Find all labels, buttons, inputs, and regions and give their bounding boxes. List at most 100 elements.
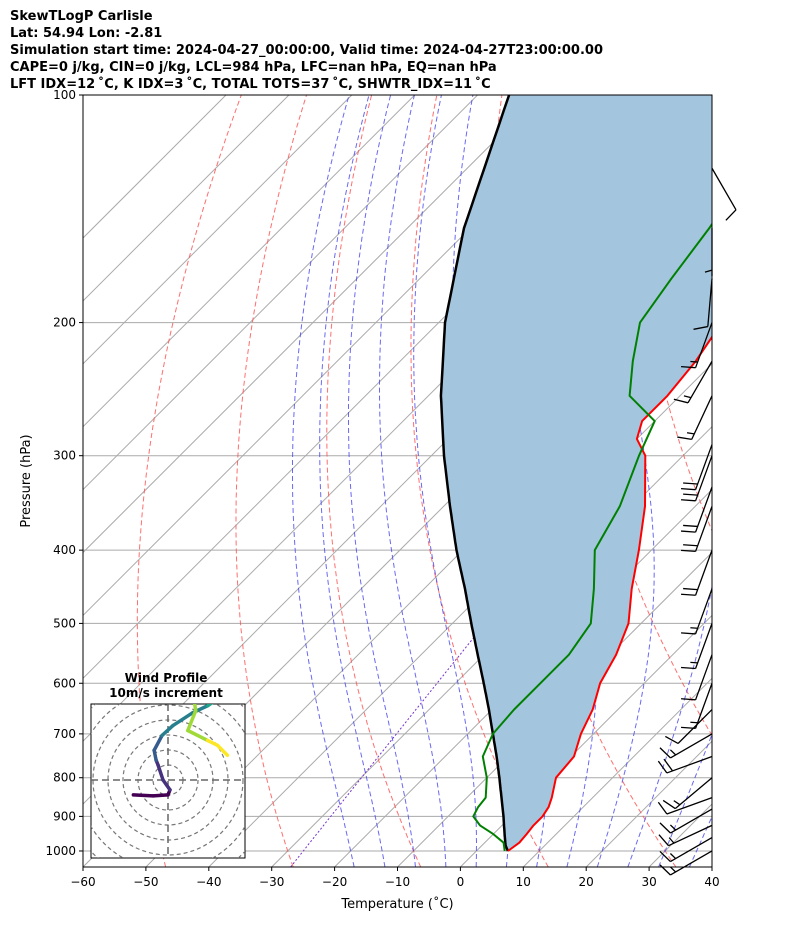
profile-lines (439, 95, 712, 852)
y-tick-label: 400 (53, 543, 76, 557)
isotherm-line (83, 95, 416, 428)
wind-barb (665, 709, 713, 745)
hodograph-segment (198, 651, 213, 671)
moist-adiabat (627, 95, 712, 867)
wind-barb (662, 777, 713, 810)
x-tick-label: 30 (641, 875, 656, 889)
y-axis-title: Pressure (hPa) (19, 434, 34, 527)
wind-barb (681, 654, 713, 701)
isotherm-line (83, 95, 478, 491)
isotherm-line (271, 425, 712, 867)
chart-title-block: SkewTLogP Carlisle Lat: 54.94 Lon: -2.81… (10, 8, 603, 93)
dry-adiabat (235, 95, 307, 867)
hodograph-segment (205, 738, 220, 748)
wind-barb (681, 588, 713, 635)
isotherm-line (775, 95, 794, 867)
wind-barb (681, 444, 713, 491)
wind-barb (681, 549, 713, 596)
y-tick-label: 200 (53, 316, 76, 330)
wind-barb (657, 797, 713, 815)
x-tick-label: −40 (196, 875, 221, 889)
x-tick-label: −60 (70, 875, 95, 889)
wind-barb (659, 837, 713, 863)
y-tick-label: 800 (53, 771, 76, 785)
title-line-indices: LFT IDX=12 ˚C, K IDX=3 ˚C, TOTAL TOTS=37… (10, 77, 491, 92)
wind-barb (677, 395, 713, 440)
hodograph-segment (156, 763, 165, 782)
temperature-profile-line (507, 335, 712, 852)
dry-adiabat (326, 95, 422, 867)
cape-shading (440, 95, 712, 851)
wind-barb (658, 824, 713, 847)
x-tick-label: 10 (516, 875, 531, 889)
hodograph-segment (205, 704, 214, 708)
y-tick-label: 100 (53, 88, 76, 102)
moist-adiabat (658, 733, 712, 867)
hodograph-segment (160, 723, 175, 738)
x-tick-label: −10 (385, 875, 410, 889)
moist-adiabat (348, 95, 416, 867)
hodograph-segment (152, 733, 164, 753)
isotherm-line (711, 866, 712, 867)
mixing-ratio-line (290, 623, 486, 867)
wind-barb (681, 486, 713, 533)
dewpoint-profile-line (472, 222, 712, 852)
wind-barb (659, 733, 713, 759)
wind-barb (681, 455, 713, 502)
wind-barb (693, 278, 713, 330)
title-line-cape: CAPE=0 j/kg, CIN=0 j/kg, LCL=984 hPa, LF… (10, 60, 497, 75)
dry-adiabat (763, 95, 794, 867)
y-tick-label: 600 (53, 676, 76, 690)
isotherm-line (334, 488, 712, 867)
x-tick-label: −50 (133, 875, 158, 889)
x-tick-label: 20 (579, 875, 594, 889)
wind-barb (659, 808, 713, 834)
hodograph-segment (131, 793, 155, 798)
isotherm-line (522, 677, 712, 867)
wind-barb (673, 360, 713, 404)
moist-adiabat (319, 95, 386, 867)
wind-barb (681, 683, 713, 730)
wind-barb (657, 755, 713, 774)
title-line-station: SkewTLogP Carlisle (10, 9, 153, 24)
cin-cape-fill (440, 95, 712, 851)
wind-barbs (657, 167, 737, 876)
isotherm-line (83, 95, 541, 554)
y-tick-label: 500 (53, 616, 76, 630)
axes: −60 −50 −40 −30 −20 −10 0 10 20 30 40 100 200 300 400 5… (19, 88, 720, 912)
x-axis-title: Temperature (˚C) (340, 896, 453, 912)
y-tick-label: 1000 (45, 844, 76, 858)
isotherm-line (83, 95, 227, 239)
wind-barb (704, 228, 713, 277)
hodograph-segment (186, 708, 198, 733)
hodograph-segment (161, 778, 172, 792)
wind-barb (681, 322, 713, 369)
wind-barb (659, 850, 713, 876)
isotherm-line (460, 614, 712, 867)
hodograph-title: Wind Profile (125, 671, 208, 685)
y-tick-label: 300 (53, 449, 76, 463)
x-tick-label: 0 (457, 875, 465, 889)
y-tick-label: 700 (53, 727, 76, 741)
x-tick-label: −20 (322, 875, 347, 889)
isotherm-line (83, 95, 290, 302)
wind-barb (711, 167, 737, 221)
title-line-times: Simulation start time: 2024-04-27_00:00:… (10, 43, 603, 58)
hodograph-segment (222, 676, 227, 696)
title-line-location: Lat: 54.94 Lon: -2.81 (10, 26, 163, 41)
hodograph-segment (215, 743, 230, 757)
moist-adiabat (292, 95, 355, 867)
hodograph-segment (186, 728, 210, 743)
hodograph-segment (151, 793, 170, 798)
y-tick-label: 900 (53, 809, 76, 823)
hodograph-segment (192, 704, 198, 713)
hodograph-subtitle: 10m/s increment (109, 686, 223, 700)
moist-adiabat (413, 95, 477, 867)
wind-barb (681, 506, 713, 553)
hodograph-segment (171, 710, 195, 728)
x-tick-label: −30 (259, 875, 284, 889)
parcel-profile-line (439, 95, 511, 852)
wind-barb (681, 623, 713, 670)
